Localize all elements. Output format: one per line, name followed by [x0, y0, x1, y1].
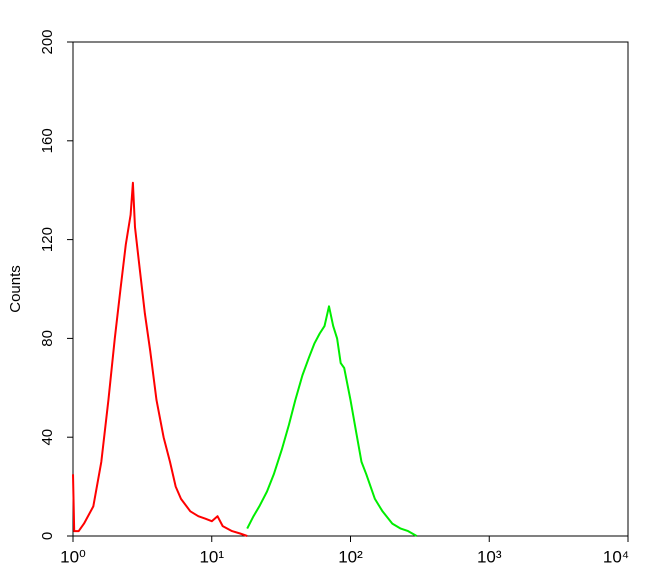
histogram-line: [246, 305, 418, 537]
y-tick-label: 160: [39, 128, 56, 153]
x-tick-label: 10¹: [199, 547, 224, 566]
histogram-line: [72, 181, 248, 537]
y-tick-label: 0: [39, 532, 56, 540]
x-tick-label: 10²: [338, 547, 363, 566]
y-tick-label: 120: [39, 227, 56, 252]
y-tick-label: 200: [39, 29, 56, 54]
x-tick-label: 10⁴: [603, 547, 629, 566]
y-tick-label: 80: [39, 330, 56, 347]
x-tick-label: 10³: [477, 547, 502, 566]
y-tick-label: 40: [39, 429, 56, 446]
x-tick-label: 10⁰: [60, 547, 86, 566]
y-axis-label: Counts: [7, 265, 24, 313]
plot-frame: [72, 41, 629, 537]
